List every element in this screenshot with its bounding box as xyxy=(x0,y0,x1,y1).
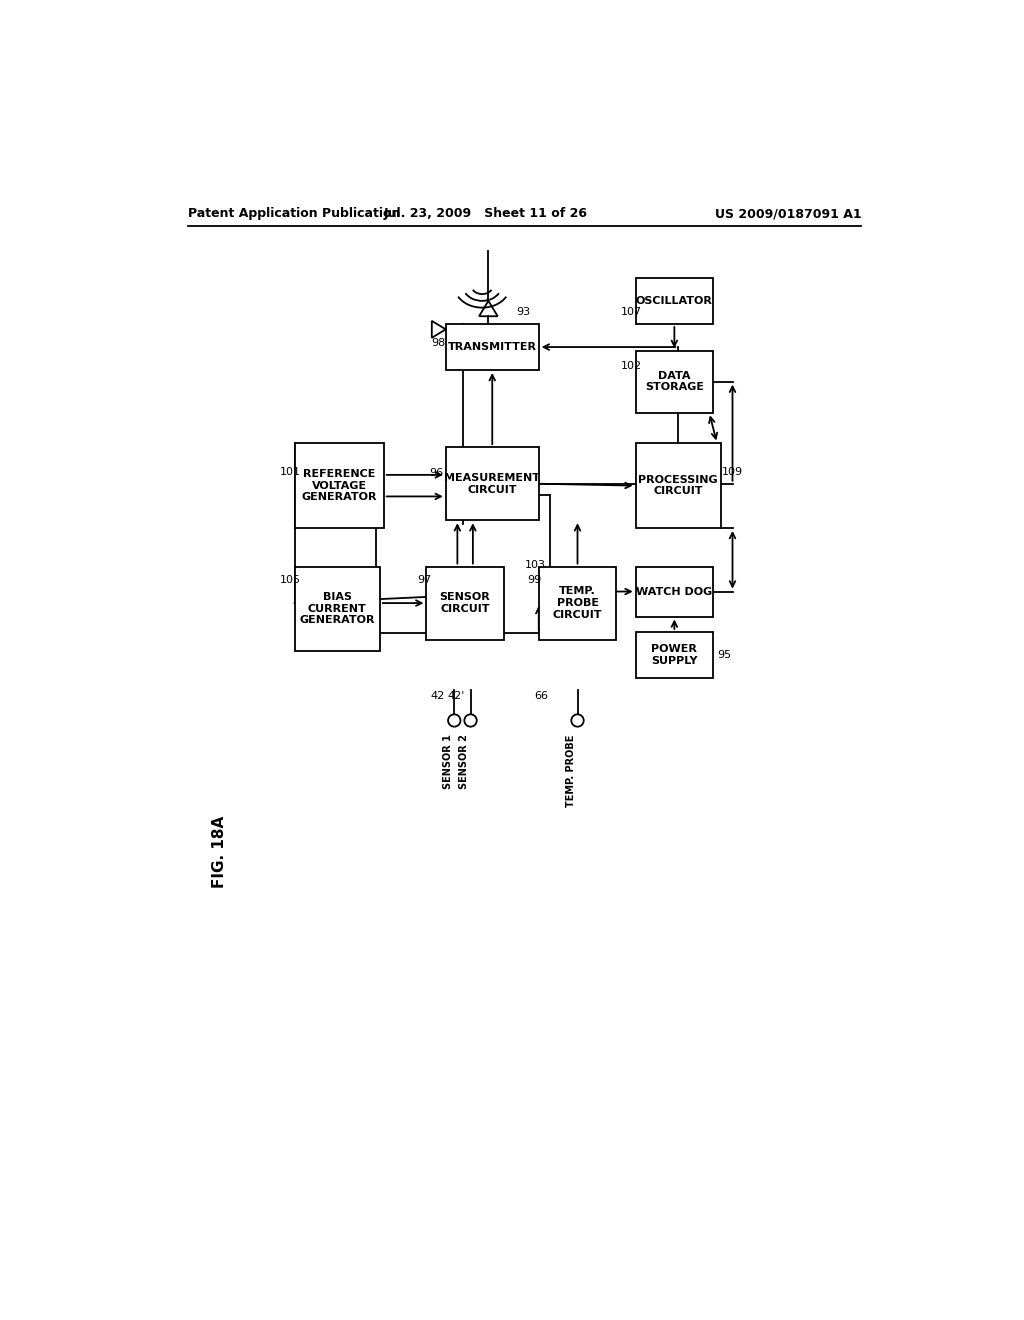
Text: SENSOR 1: SENSOR 1 xyxy=(442,734,453,789)
Bar xyxy=(636,632,713,678)
Text: 96: 96 xyxy=(429,467,443,478)
Bar xyxy=(295,566,380,651)
Text: SENSOR
CIRCUIT: SENSOR CIRCUIT xyxy=(439,593,490,614)
Text: 105: 105 xyxy=(281,574,301,585)
Text: 42': 42' xyxy=(447,690,465,701)
Text: TEMP. PROBE: TEMP. PROBE xyxy=(566,734,575,807)
Text: MEASUREMENT
CIRCUIT: MEASUREMENT CIRCUIT xyxy=(444,473,541,495)
Bar xyxy=(636,444,721,528)
Text: REFERENCE
VOLTAGE
GENERATOR: REFERENCE VOLTAGE GENERATOR xyxy=(301,469,377,502)
Bar xyxy=(445,323,539,370)
Text: OSCILLATOR: OSCILLATOR xyxy=(636,296,713,306)
Text: PROCESSING
CIRCUIT: PROCESSING CIRCUIT xyxy=(638,475,718,496)
Text: 93: 93 xyxy=(516,308,530,317)
Text: 99: 99 xyxy=(527,574,542,585)
Text: 98: 98 xyxy=(431,338,445,348)
Text: 103: 103 xyxy=(524,560,546,570)
Text: 97: 97 xyxy=(417,574,431,585)
Bar xyxy=(426,566,504,640)
Text: TRANSMITTER: TRANSMITTER xyxy=(447,342,537,352)
Text: WATCH DOG: WATCH DOG xyxy=(636,586,713,597)
Text: 95: 95 xyxy=(718,649,732,660)
Text: 109: 109 xyxy=(722,467,743,477)
Text: 66: 66 xyxy=(535,690,548,701)
Bar xyxy=(636,351,713,413)
Bar xyxy=(636,277,713,323)
Text: BIAS
CURRENT
GENERATOR: BIAS CURRENT GENERATOR xyxy=(299,593,375,626)
Text: SENSOR 2: SENSOR 2 xyxy=(459,734,469,789)
Text: Jul. 23, 2009   Sheet 11 of 26: Jul. 23, 2009 Sheet 11 of 26 xyxy=(384,207,588,220)
Text: TEMP.
PROBE
CIRCUIT: TEMP. PROBE CIRCUIT xyxy=(553,586,602,619)
Text: US 2009/0187091 A1: US 2009/0187091 A1 xyxy=(715,207,861,220)
Text: Patent Application Publication: Patent Application Publication xyxy=(188,207,400,220)
Bar xyxy=(295,444,384,528)
Text: 107: 107 xyxy=(622,308,642,317)
Text: DATA
STORAGE: DATA STORAGE xyxy=(645,371,703,392)
Text: POWER
SUPPLY: POWER SUPPLY xyxy=(651,644,697,665)
Bar xyxy=(445,447,539,520)
Bar xyxy=(636,566,713,616)
Text: 101: 101 xyxy=(281,467,301,477)
Bar xyxy=(539,566,616,640)
Text: 102: 102 xyxy=(622,362,642,371)
Text: FIG. 18A: FIG. 18A xyxy=(212,816,227,887)
Text: 42: 42 xyxy=(431,690,445,701)
